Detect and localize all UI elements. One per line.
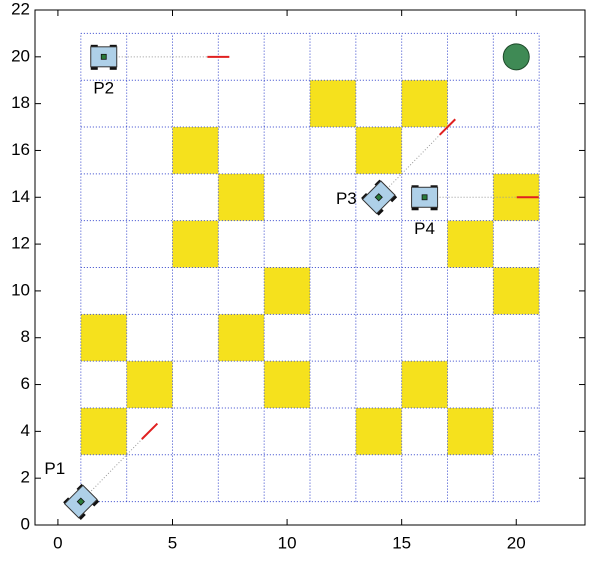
robot-center bbox=[421, 194, 428, 201]
obstacle-cell bbox=[218, 173, 265, 221]
obstacle-cell bbox=[172, 220, 219, 268]
y-tick-label: 4 bbox=[21, 421, 30, 440]
robot-center bbox=[100, 53, 107, 60]
y-tick-label: 6 bbox=[21, 374, 30, 393]
y-tick-label: 14 bbox=[11, 187, 30, 206]
target-marker bbox=[439, 118, 456, 136]
robot-wheel bbox=[90, 65, 98, 70]
obstacle-cell bbox=[172, 127, 219, 174]
x-tick-label: 20 bbox=[507, 533, 526, 552]
x-tick-label: 5 bbox=[168, 533, 177, 552]
y-tick-label: 18 bbox=[11, 93, 30, 112]
y-tick-label: 12 bbox=[11, 234, 30, 253]
y-tick-label: 22 bbox=[11, 0, 30, 18]
x-tick-label: 10 bbox=[278, 533, 297, 552]
obstacle-cell bbox=[218, 314, 265, 362]
obstacle-cell bbox=[355, 407, 402, 455]
obstacle-cell bbox=[80, 407, 127, 455]
robot-wheel bbox=[109, 65, 117, 70]
robot-wheel bbox=[375, 207, 384, 216]
x-tick-label: 0 bbox=[53, 533, 62, 552]
planned-path bbox=[378, 126, 448, 198]
robot-wheel bbox=[78, 512, 86, 520]
robot-label: P3 bbox=[336, 189, 357, 208]
obstacle-cell bbox=[493, 267, 540, 315]
obstacle-cell bbox=[401, 361, 448, 408]
robot bbox=[63, 483, 100, 520]
obstacle-cell bbox=[447, 407, 494, 455]
obstacle-cell bbox=[80, 314, 127, 362]
robot-wheel bbox=[430, 206, 438, 211]
planned-path bbox=[80, 431, 150, 502]
obstacle-cell bbox=[401, 80, 448, 128]
y-tick-label: 8 bbox=[21, 327, 30, 346]
goal bbox=[502, 43, 530, 71]
robot-wheel bbox=[91, 498, 100, 507]
robot-label: P1 bbox=[44, 459, 65, 478]
obstacle-cell bbox=[447, 220, 494, 268]
robot-center bbox=[76, 497, 85, 506]
y-tick-label: 10 bbox=[11, 280, 30, 299]
robot-wheel bbox=[389, 194, 398, 203]
robot-label: P4 bbox=[414, 219, 435, 238]
obstacle-cell bbox=[310, 80, 356, 128]
robot-center bbox=[374, 193, 383, 202]
y-tick-label: 16 bbox=[11, 140, 30, 159]
y-tick-label: 0 bbox=[21, 514, 30, 533]
obstacle-cell bbox=[126, 361, 173, 408]
robot bbox=[361, 179, 398, 216]
y-tick-label: 20 bbox=[11, 46, 30, 65]
x-tick-label: 15 bbox=[392, 533, 411, 552]
axes-frame bbox=[34, 9, 586, 526]
obstacle-cell bbox=[264, 361, 310, 408]
robot bbox=[411, 185, 439, 211]
robot-wheel bbox=[411, 206, 419, 211]
obstacle-cell bbox=[355, 127, 402, 174]
y-tick-label: 2 bbox=[21, 468, 30, 487]
robot bbox=[90, 44, 118, 70]
robot-label: P2 bbox=[93, 78, 114, 97]
obstacle-cell bbox=[264, 267, 310, 315]
target-marker bbox=[141, 422, 159, 440]
target-line bbox=[439, 118, 456, 136]
target-line bbox=[141, 422, 159, 440]
